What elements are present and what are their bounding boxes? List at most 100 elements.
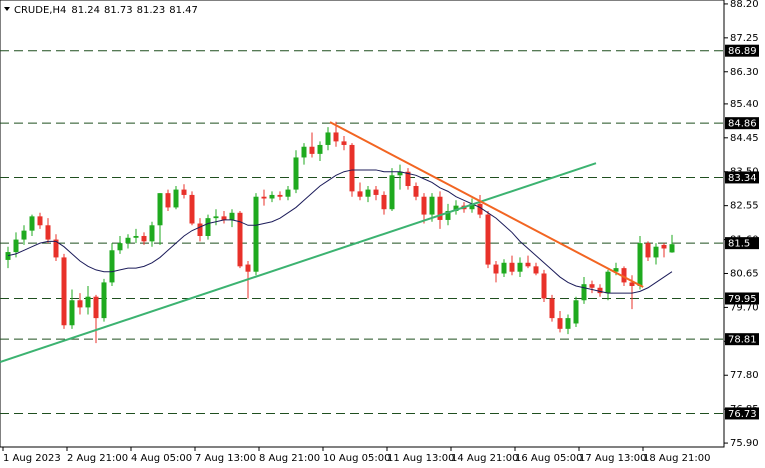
candle-body	[341, 141, 347, 145]
candle-body	[493, 264, 499, 274]
candle-body	[325, 132, 331, 145]
candle-body	[333, 132, 339, 142]
candle-body	[485, 214, 491, 265]
candle-body	[477, 203, 483, 215]
candle-body	[133, 235, 139, 238]
y-tick-label: 77.80	[730, 370, 759, 381]
candle-body	[277, 194, 283, 197]
candle-body	[317, 144, 323, 154]
candle-body	[205, 218, 211, 236]
x-tick-label: 14 Aug 21:00	[451, 453, 518, 464]
candle-body	[53, 239, 59, 258]
level-label: 84.86	[728, 119, 757, 130]
candle-body	[213, 216, 219, 219]
candle-body	[149, 225, 155, 242]
y-tick-label: 88.20	[730, 0, 759, 10]
level-label-box	[725, 292, 759, 305]
x-tick-label: 2 Aug 21:00	[67, 453, 128, 464]
y-tick-label: 84.45	[730, 133, 759, 144]
menu-arrow[interactable]	[4, 7, 10, 11]
candle-body	[293, 157, 299, 190]
level-label-box	[725, 117, 759, 130]
x-tick-label: 17 Aug 13:00	[579, 453, 646, 464]
candle-body	[85, 296, 91, 308]
y-tick-label: 87.25	[730, 33, 759, 44]
open: 81.24	[71, 5, 100, 16]
candle-body	[125, 237, 131, 244]
x-tick-label: 11 Aug 13:00	[387, 453, 454, 464]
y-tick-label: 79.70	[730, 302, 759, 313]
candle-body	[77, 300, 83, 308]
candle-body	[653, 246, 659, 258]
high: 81.73	[104, 5, 133, 16]
candle-body	[549, 298, 555, 319]
y-tick-label: 85.40	[730, 99, 759, 110]
candle-body	[189, 194, 195, 224]
candle-body	[621, 268, 627, 283]
level-label-box	[725, 44, 759, 57]
candle-body	[181, 189, 187, 195]
candle-body	[469, 203, 475, 210]
candle-body	[669, 244, 675, 253]
level-label-box	[725, 171, 759, 184]
candle-body	[301, 146, 307, 158]
level-label-box	[725, 407, 759, 420]
candle-body	[645, 243, 651, 258]
level-label: 86.89	[728, 46, 757, 57]
candle-body	[13, 239, 19, 253]
candle-body	[357, 191, 363, 197]
candle-body	[69, 300, 75, 326]
plot-layer	[0, 50, 724, 414]
level-label: 81.5	[728, 239, 750, 250]
x-tick-label: 10 Aug 05:00	[323, 453, 390, 464]
candle-body	[5, 252, 11, 260]
candle-body	[421, 196, 427, 215]
candle-body	[517, 262, 523, 272]
candle-body	[589, 284, 595, 288]
candle-body	[501, 262, 507, 274]
y-tick-label: 75.90	[730, 438, 759, 449]
candle-body	[285, 189, 291, 197]
candle-body	[61, 257, 67, 326]
candle-body	[45, 225, 51, 240]
candle-body	[229, 212, 235, 220]
candle-body	[397, 171, 403, 176]
candle-body	[93, 296, 99, 319]
candle-body	[381, 194, 387, 210]
candle-body	[429, 196, 435, 215]
candle-body	[349, 144, 355, 192]
candle-body	[629, 282, 635, 286]
candle-body	[237, 212, 243, 267]
candle-body	[197, 223, 203, 236]
moving-average	[7, 169, 673, 294]
candle-body	[245, 264, 251, 272]
low: 81.23	[137, 5, 166, 16]
candle-body	[605, 271, 611, 294]
candle-body	[661, 244, 667, 249]
candle-body	[29, 216, 35, 231]
candle-body	[165, 193, 171, 208]
candle-body	[37, 216, 43, 226]
level-label: 79.95	[728, 294, 757, 305]
candle-body	[597, 287, 603, 294]
candle-body	[405, 171, 411, 187]
candle-body	[525, 262, 531, 267]
candle-body	[565, 318, 571, 329]
candle-body	[309, 146, 315, 154]
level-label-box	[725, 237, 759, 250]
chart-header: CRUDE,H4 81.24 81.73 81.23 81.47	[14, 5, 198, 16]
x-tick-label: 16 Aug 05:00	[515, 453, 582, 464]
candle-body	[541, 273, 547, 299]
candle-body	[413, 186, 419, 197]
candle-body	[437, 196, 443, 220]
x-tick-label: 4 Aug 05:00	[131, 453, 192, 464]
level-label: 83.34	[728, 173, 757, 184]
candle-body	[509, 262, 515, 272]
candle-body	[101, 282, 107, 319]
candle-body	[21, 230, 27, 240]
close: 81.47	[169, 5, 198, 16]
y-tick-label: 80.65	[730, 268, 759, 279]
candle-body	[157, 193, 163, 226]
